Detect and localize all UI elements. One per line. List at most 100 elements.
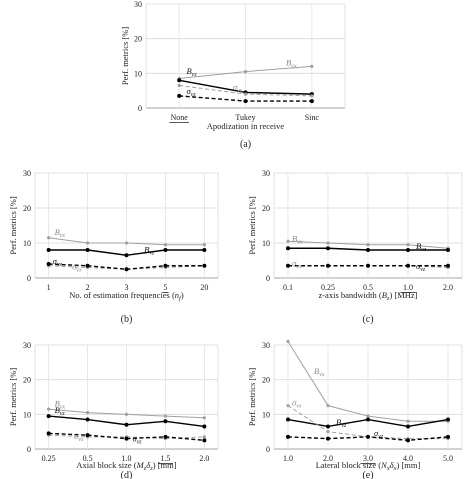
data-point [177,93,182,98]
data-point [406,263,410,268]
data-point [310,64,314,68]
data-point [286,246,290,251]
y-tick-label: 20 [134,35,142,44]
series-label: σvz [132,434,142,446]
data-point [124,436,129,441]
data-point [85,263,90,268]
data-point [446,434,450,439]
panel-label: (a) [240,139,251,150]
y-tick-label: 30 [262,169,270,178]
data-point [85,433,90,438]
data-point [124,422,129,427]
data-point [406,248,410,252]
x-axis-label: Lateral block size (Nxδx) [mm] [316,460,421,472]
series-sigma-vz [46,262,207,272]
data-point [286,417,290,422]
series-sigma-vz [286,263,450,268]
data-point [366,434,370,439]
data-point [286,339,290,344]
data-point [243,99,248,104]
chart-panel-2: 0 10 20 30 1 2 3 5 20 Perf. metrics [%] No. of est… [8,169,219,325]
y-axis-label: Perf. metrics [%] [120,27,130,85]
series-sigma-vx [177,83,314,98]
data-point [202,416,206,420]
y-tick-label: 20 [23,204,31,213]
series-B-vx [47,236,206,247]
series-label: σvx [74,431,84,443]
data-point [46,414,51,419]
data-point [163,419,168,424]
x-tick-label: 0.25 [321,283,335,292]
series-label: σvz [374,428,384,440]
data-point [85,248,90,252]
series-sigma-vz [286,434,450,443]
series-label: σvx [292,258,302,270]
y-tick-label: 20 [262,376,270,385]
y-tick-label: 30 [134,0,142,9]
data-point [326,436,330,441]
panel-label: (e) [362,470,373,479]
y-axis-label: Perf. metrics [%] [247,196,257,254]
data-point [326,246,330,251]
series-label: Bvx [314,366,325,378]
series-label: σvx [292,398,302,410]
y-tick-label: 30 [262,341,270,350]
data-point [46,262,51,266]
x-tick-label: 1.0 [122,454,132,463]
data-point [243,92,248,96]
x-axis-label: Apodization in receive [207,121,285,131]
x-axis-label: Axial block size (Mzδz) [mm] [76,460,176,472]
data-point [309,99,314,104]
y-tick-label: 10 [23,410,31,419]
y-axis-label: Perf. metrics [%] [8,368,18,426]
series-label: Bvz [144,244,155,256]
data-point [286,404,290,408]
data-point [406,243,410,247]
y-tick-label: 10 [23,239,31,248]
data-point [366,417,370,422]
x-tick-label: 2.0 [443,283,453,292]
data-point [202,248,207,252]
data-point [177,78,182,83]
x-tick-label: 0.1 [283,283,293,292]
y-axis-label: Perf. metrics [%] [247,368,257,426]
data-point [47,236,51,240]
data-point [85,411,90,415]
x-tick-label: 3 [125,283,129,292]
data-point [366,248,370,252]
data-point [163,248,168,252]
panel-label: (b) [121,314,133,325]
series-B-vz [286,417,450,429]
x-axis-label: z-axis bandwidth (Bz) [MHz] [318,290,417,302]
series-label: Bvz [336,417,347,429]
data-point [163,434,168,439]
data-point [47,407,51,411]
x-tick-label: 2.0 [199,454,209,463]
data-point [163,263,168,268]
data-point [243,70,248,74]
data-point [446,263,450,268]
series-label: Bvx [55,398,66,410]
data-point [406,438,410,443]
data-point [124,412,129,416]
y-tick-label: 0 [138,104,142,113]
y-tick-label: 0 [27,274,31,283]
series-sigma-vz [46,431,207,443]
data-point [366,414,370,418]
chart-panel-5: 0 10 20 30 1.0 2.0 3.0 4.0 5.0 Perf. metrics [%] L… [247,339,463,479]
data-point [124,241,129,245]
y-tick-label: 10 [134,69,142,78]
data-point [326,404,330,408]
series-label: Bvz [416,241,427,253]
series-B-vx [286,239,450,250]
y-tick-label: 0 [266,445,270,454]
data-point [366,243,370,247]
series-label: σvz [53,256,63,268]
series-label: σvz [186,86,196,98]
series-label: Bvx [286,58,297,70]
x-tick-label: 2 [86,283,90,292]
data-point [202,438,207,443]
data-point [446,417,450,422]
series-B-vz [286,246,450,252]
data-point [310,94,314,98]
